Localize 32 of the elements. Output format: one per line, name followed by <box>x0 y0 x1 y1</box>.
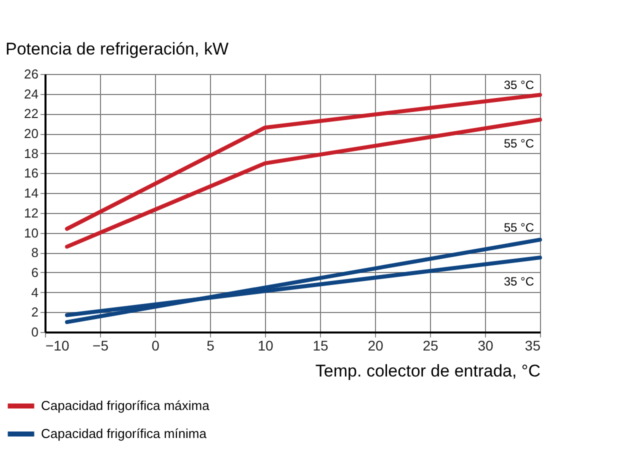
x-axis-title: Temp. colector de entrada, °C <box>315 362 540 380</box>
y-tick-label: 14 <box>24 186 38 201</box>
legend-label: Capacidad frigorífica máxima <box>41 398 210 413</box>
x-tick-label: 5 <box>206 338 215 354</box>
x-tick-label: 35 <box>524 338 541 354</box>
y-tick-label: 4 <box>31 284 38 300</box>
y-tick-label: 16 <box>24 166 38 181</box>
y-tick-label: 2 <box>31 304 38 320</box>
y-tick-label: 12 <box>24 205 38 220</box>
y-axis-title: Potencia de refrigeración, kW <box>6 40 228 58</box>
annotation: 35 °C <box>504 78 534 92</box>
y-tick-label: 26 <box>24 66 38 82</box>
y-tick-label: 24 <box>24 86 38 102</box>
x-tick-label: −5 <box>92 338 109 354</box>
x-tick-label: 10 <box>258 338 274 354</box>
x-tick-label: 15 <box>312 338 328 354</box>
y-tick-label: 6 <box>31 264 38 280</box>
annotation: 55 °C <box>504 220 534 235</box>
x-tick-label: 20 <box>368 338 384 354</box>
annotation: 35 °C <box>504 274 534 289</box>
y-tick-label: 22 <box>24 106 38 122</box>
y-tick-label: 18 <box>24 146 38 161</box>
x-tick-label: −10 <box>46 338 70 354</box>
y-tick-label: 0 <box>31 324 38 340</box>
x-tick-label: 30 <box>478 338 494 354</box>
y-tick-label: 20 <box>24 126 38 142</box>
y-tick-label: 10 <box>24 225 38 240</box>
y-tick-label: 8 <box>31 245 38 260</box>
annotation: 55 °C <box>504 136 534 151</box>
legend-label: Capacidad frigorífica mínima <box>41 426 208 441</box>
x-tick-label: 0 <box>152 338 160 354</box>
x-tick-label: 25 <box>422 338 438 354</box>
